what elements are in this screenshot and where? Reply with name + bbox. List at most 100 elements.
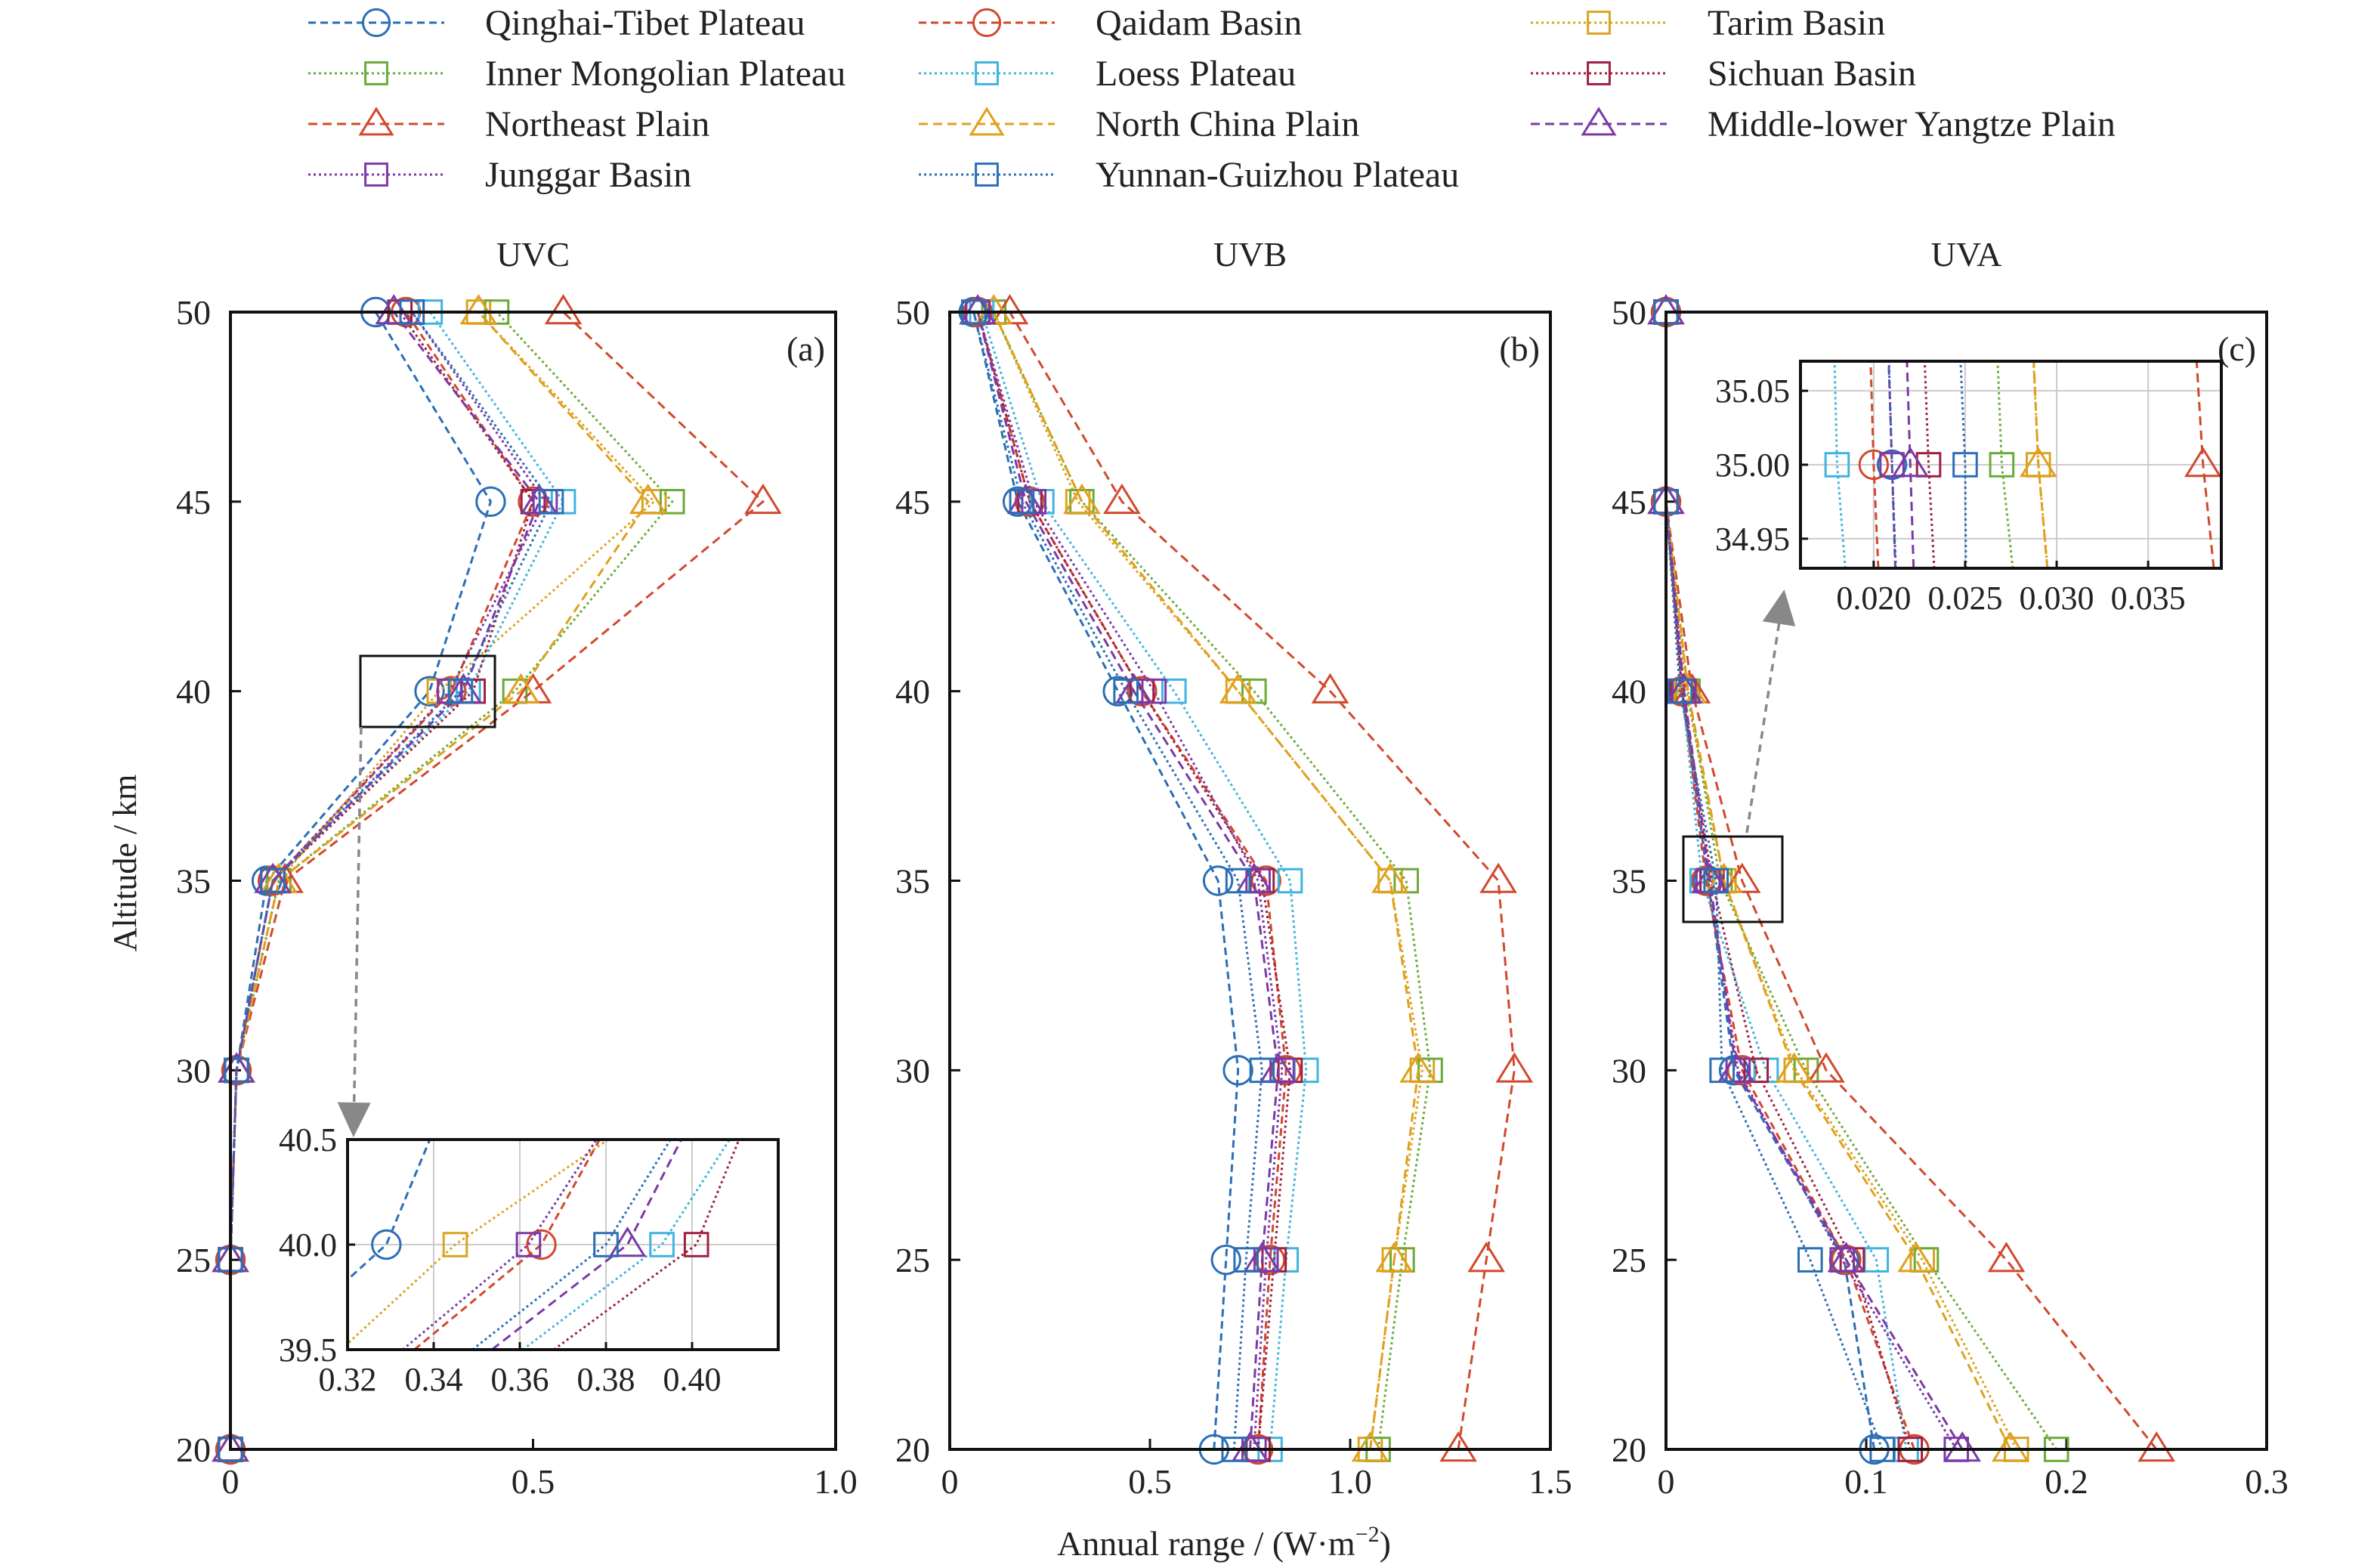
data-point — [502, 673, 540, 704]
inset-data-point — [683, 1232, 709, 1257]
zoom-box — [359, 654, 496, 728]
series-line — [992, 311, 1432, 1450]
x-axis-label: Annual range / (W·m−2) — [1057, 1522, 1391, 1563]
inset-series — [471, 1140, 672, 1350]
inset-data-point — [515, 1232, 542, 1257]
data-point — [1897, 1242, 1936, 1273]
data-point — [375, 294, 413, 325]
inset-plot-area — [1824, 361, 2221, 568]
data-point — [1254, 1244, 1286, 1276]
legend-marker — [364, 61, 388, 85]
zoom-arrow-line — [352, 726, 363, 1130]
inset-series — [1891, 361, 1930, 568]
inset-series — [401, 1140, 598, 1350]
y-axis-label: Altitude / km — [107, 775, 144, 952]
series — [218, 299, 564, 1462]
inset-series — [491, 1140, 683, 1350]
y-tick-label: 20 — [895, 1430, 930, 1469]
x-tick-label: 0.1 — [1844, 1462, 1888, 1501]
inset-data-point — [608, 1226, 647, 1257]
y-tick-label: 20 — [1612, 1430, 1646, 1469]
legend-entry: Tarim Basin — [1531, 3, 1885, 43]
series — [981, 299, 1436, 1462]
inset-series — [2020, 361, 2057, 568]
inset-data-point — [1858, 449, 1890, 481]
data-point — [1703, 868, 1729, 894]
y-tick-label: 40 — [1612, 673, 1646, 711]
panel-uvb: UVB (b) 20 25 30 35 40 45 50 0 0.5 1.0 1.5 — [895, 235, 1572, 1501]
legend-marker — [1581, 107, 1617, 136]
data-point — [1202, 865, 1234, 896]
data-point — [1249, 1057, 1275, 1084]
inset-series — [1858, 361, 1890, 568]
legend-label: North China Plain — [1096, 104, 1359, 144]
legend-entry: Qinghai-Tibet Plateau — [308, 3, 805, 43]
data-point — [224, 1057, 249, 1084]
data-point — [1987, 1242, 2026, 1273]
data-point — [1103, 483, 1141, 515]
data-point — [1253, 1247, 1279, 1273]
data-point — [1250, 865, 1281, 896]
series-line — [992, 311, 1420, 1450]
legend-marker — [975, 162, 999, 187]
inset-x-tick-label: 0.025 — [1927, 580, 2002, 617]
inset-series-line — [348, 1140, 609, 1346]
data-point — [1233, 1247, 1260, 1273]
data-point — [1225, 678, 1251, 704]
inset-series — [2184, 361, 2221, 568]
panel-uva: UVA (c) 20 25 30 35 40 45 50 0 0.1 0.2 0.3 0.020 0.025… — [1612, 235, 2289, 1501]
inset-data-point — [2184, 447, 2221, 478]
y-tick-label: 50 — [895, 293, 930, 332]
y-tick-label: 30 — [1612, 1051, 1646, 1090]
legend-label: Middle-lower Yangtze Plain — [1708, 104, 2116, 144]
inset-series — [1989, 361, 2015, 568]
data-point — [1399, 1052, 1437, 1083]
data-point — [1277, 868, 1303, 894]
y-tick-label: 40 — [176, 673, 211, 711]
inset-x-tick-label: 0.32 — [319, 1361, 377, 1398]
y-tick-label: 25 — [1612, 1241, 1646, 1279]
inset-y-tick-label: 35.00 — [1715, 447, 1790, 484]
inset-series — [1952, 361, 1978, 568]
series — [981, 299, 1443, 1462]
y-tick-label: 50 — [1612, 293, 1646, 332]
y-tick-label: 35 — [895, 862, 930, 901]
legend-entry: Middle-lower Yangtze Plain — [1531, 104, 2116, 144]
inset-series — [348, 1140, 609, 1346]
inset-series-line — [1906, 361, 1915, 568]
panel-label: (c) — [2218, 329, 2256, 368]
legend-marker — [969, 107, 1005, 136]
inset-data-point — [442, 1232, 468, 1257]
inset-series-line — [946, 1140, 1286, 1350]
data-point — [1991, 1431, 2029, 1462]
y-tick-label: 30 — [895, 1051, 930, 1090]
data-point — [1161, 678, 1187, 704]
inset-x-tick-label: 0.38 — [577, 1361, 635, 1398]
inset-series — [1879, 361, 1905, 568]
series-line — [976, 311, 1287, 1450]
x-tick-label: 0.2 — [2045, 1462, 2088, 1501]
inset-series-line — [1887, 361, 1896, 568]
inset-series-line — [471, 1140, 672, 1350]
data-point — [1726, 1055, 1757, 1086]
inset-series — [1824, 361, 1850, 568]
data-point — [1807, 1052, 1845, 1083]
series-line — [1664, 312, 1908, 1450]
series-line — [976, 311, 1280, 1450]
data-point — [1102, 676, 1133, 707]
data-point — [1377, 868, 1403, 894]
inset-series — [522, 1140, 731, 1350]
data-point — [744, 483, 782, 515]
data-point — [1351, 1431, 1389, 1462]
inset-data-point — [649, 1232, 675, 1257]
data-point — [1797, 1247, 1823, 1273]
data-point — [1063, 483, 1101, 515]
data-point — [1269, 1057, 1295, 1084]
inset-series-line — [1869, 361, 1880, 568]
inset-series — [946, 1140, 1286, 1350]
inset-data-point — [1824, 452, 1850, 478]
legend-entry: Loess Plateau — [919, 54, 1296, 94]
